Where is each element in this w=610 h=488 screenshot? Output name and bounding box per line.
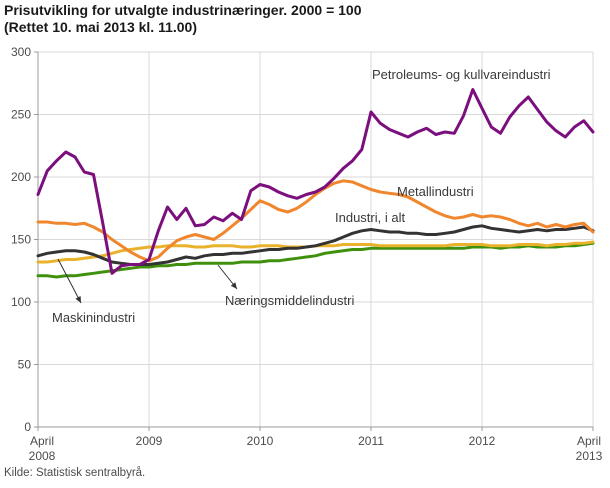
series-line-metallindustri xyxy=(36,179,595,263)
annotation-arrowhead xyxy=(75,296,81,303)
series-label-annotation: Petroleums- og kullvareindustri xyxy=(372,67,551,82)
y-tick-label: 100 xyxy=(11,295,31,309)
y-tick-label: 0 xyxy=(24,420,31,434)
y-tick-label: 250 xyxy=(11,108,31,122)
x-tick-label: 2012 xyxy=(469,434,496,448)
annotation-arrowhead xyxy=(230,282,237,289)
annotation-arrow-line xyxy=(57,258,82,304)
y-tick-label: 300 xyxy=(11,45,31,59)
y-tick-label: 200 xyxy=(11,170,31,184)
source-note: Kilde: Statistisk sentralbyrå. xyxy=(4,467,146,479)
series-label-annotation: Maskinindustri xyxy=(52,310,135,325)
x-tick-label: 2009 xyxy=(136,434,163,448)
series-label-annotation: Industri, i alt xyxy=(335,210,405,225)
x-tick-label: 2013 xyxy=(576,449,603,462)
x-tick-label: 2008 xyxy=(29,449,56,462)
chart-title: Prisutvikling for utvalgte industrinærin… xyxy=(4,2,362,36)
x-tick-label: 2010 xyxy=(247,434,274,448)
x-tick-label: April xyxy=(577,434,601,448)
chart-title-line2: (Rettet 10. mai 2013 kl. 11.00) xyxy=(4,19,197,35)
y-tick-label: 150 xyxy=(11,233,31,247)
series-label-annotation: Næringsmiddelindustri xyxy=(225,293,354,308)
x-tick-label: 2011 xyxy=(358,434,384,448)
series-label-annotation: Metallindustri xyxy=(397,184,474,199)
series-line-n-ringsmiddelindustri xyxy=(36,241,595,279)
y-tick-label: 50 xyxy=(18,358,32,372)
series-line-petroleums-og-kullvareindustri xyxy=(36,88,595,275)
x-tick-label: April xyxy=(30,434,54,448)
chart-title-line1: Prisutvikling for utvalgte industrinærin… xyxy=(4,2,362,18)
